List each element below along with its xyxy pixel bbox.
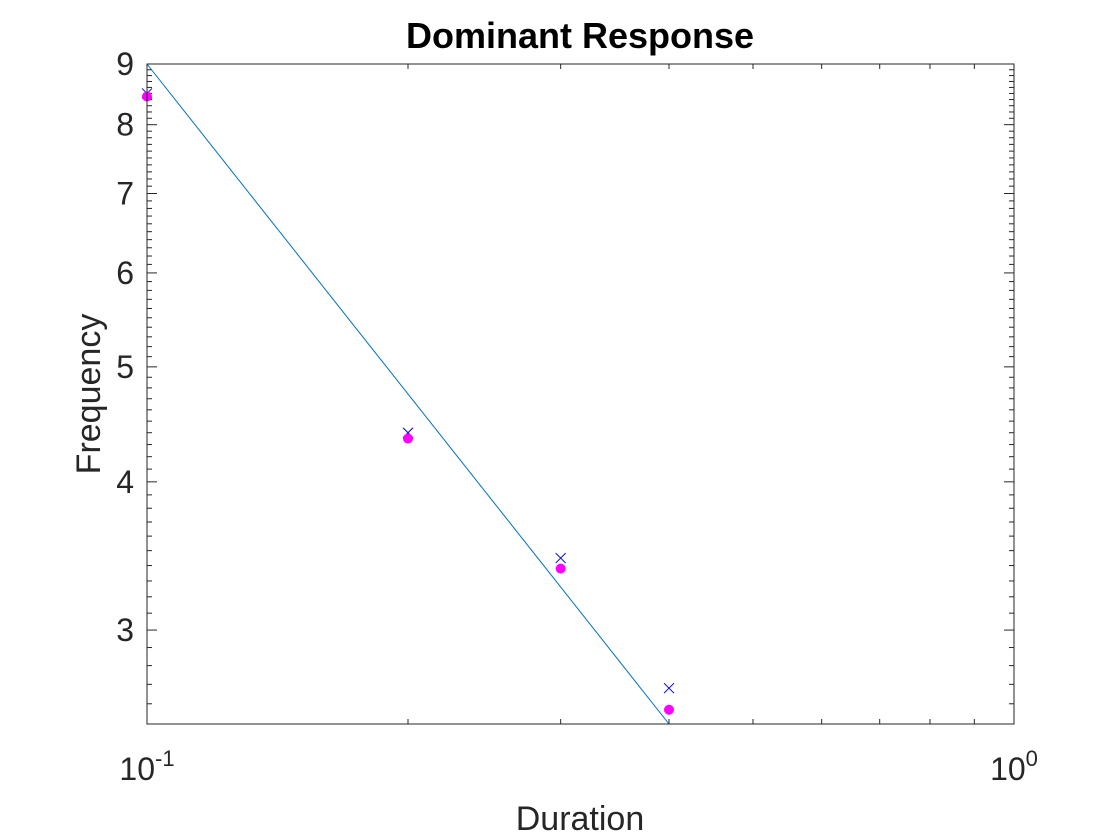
- data-point-circle: [555, 563, 566, 574]
- y-tick-label: 6: [116, 255, 134, 291]
- y-tick-label: 9: [116, 46, 134, 82]
- fit-line: [146, 63, 670, 725]
- x-marker-stroke: [663, 682, 675, 694]
- y-tick-label: 7: [116, 175, 134, 211]
- x-tick-label-exponent: -1: [155, 746, 175, 771]
- y-tick-label: 4: [116, 464, 134, 500]
- data-point-circle: [663, 704, 674, 715]
- x-tick-label-base: 10: [990, 751, 1026, 787]
- data-point-x: [555, 552, 567, 564]
- y-axis-label: Frequency: [70, 314, 108, 475]
- y-axis-ticks: 3 4 5 6 7 8 9: [116, 46, 1014, 725]
- axes-box: [146, 63, 1015, 725]
- y-tick-label: 5: [116, 349, 134, 385]
- x-axis-label: Duration: [516, 800, 645, 838]
- y-tick-label: 3: [116, 612, 134, 648]
- x-tick-label: 10-1: [119, 746, 174, 787]
- plot-area: [147, 64, 1014, 724]
- chart-title: Dominant Response: [406, 15, 754, 56]
- x-marker-stroke: [555, 552, 567, 564]
- y-tick-label: 8: [116, 107, 134, 143]
- x-tick-label-base: 10: [119, 751, 155, 787]
- data-point-x: [663, 682, 675, 694]
- data-point-circle: [402, 433, 413, 444]
- x-tick-label: 100: [990, 746, 1038, 787]
- x-axis-ticks: 10-1 100: [119, 64, 1038, 787]
- x-tick-label-exponent: 0: [1026, 746, 1038, 771]
